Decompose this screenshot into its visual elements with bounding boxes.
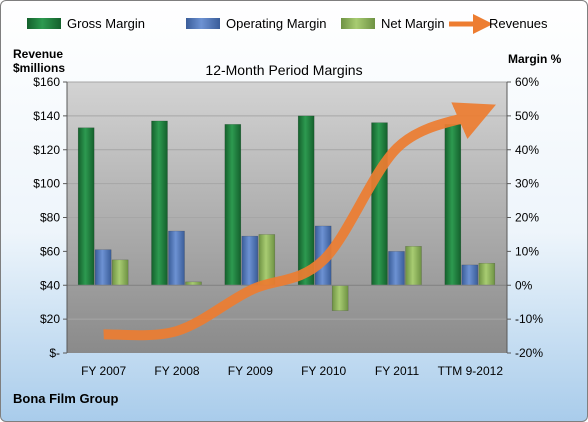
legend-operating-margin-label: Operating Margin [226, 16, 326, 31]
gross-margin-bar [444, 124, 462, 286]
legend-gross-margin-label: Gross Margin [67, 16, 145, 31]
net-margin-bar [331, 285, 349, 311]
right-axis-title: Margin % [508, 52, 562, 66]
right-tick-label: 30% [515, 177, 539, 191]
category-label: FY 2010 [301, 364, 346, 378]
revenue-line-group [103, 102, 496, 341]
gross-margin-bar [224, 124, 242, 286]
left-axis-title-line2: $millions [13, 61, 65, 75]
revenue-line [103, 102, 496, 341]
operating-margin-bar [461, 264, 479, 286]
operating-margin-bar [94, 249, 112, 286]
left-tick-label: $160 [33, 75, 60, 89]
right-tick-label: 40% [515, 143, 539, 157]
legend-revenues: Revenues [449, 14, 548, 34]
right-tick-label: -10% [515, 312, 543, 326]
gross-margin-bar [77, 127, 95, 286]
left-tick-label: $20 [40, 312, 60, 326]
bars [67, 115, 507, 311]
legend-gross-margin: Gross Margin [27, 16, 145, 31]
chart-title: 12-Month Period Margins [205, 62, 362, 78]
gross-margin-bar [371, 122, 388, 286]
operating-margin-bar [388, 251, 405, 286]
left-axis: $- $20 $40 $60 $80 $100 $120 $140 $160 [33, 75, 68, 360]
net-margin-bar [258, 234, 276, 286]
right-tick-label: -20% [515, 346, 543, 360]
legend: Gross Margin Operating Margin Net Margin… [27, 14, 548, 34]
left-axis-title-line1: Revenue [13, 47, 63, 61]
right-tick-label: 0% [515, 278, 533, 292]
left-tick-label: $- [49, 346, 60, 360]
right-axis: -20% -10% 0% 10% 20% 30% 40% 50% 60% [506, 75, 543, 360]
left-tick-label: $80 [40, 211, 60, 225]
gross-margin-bar [151, 120, 168, 286]
category-label: FY 2008 [154, 364, 199, 378]
left-tick-label: $100 [33, 177, 60, 191]
right-tick-label: 20% [515, 211, 539, 225]
category-label: TTM 9-2012 [438, 364, 504, 378]
net-margin-bar [405, 246, 422, 286]
legend-net-margin-label: Net Margin [381, 16, 445, 31]
operating-margin-bar [168, 230, 185, 286]
net-margin-bar [111, 259, 129, 286]
legend-operating-margin: Operating Margin [186, 16, 326, 31]
gross-margin-bar [297, 115, 315, 286]
left-tick-label: $60 [40, 244, 60, 258]
right-tick-label: 10% [515, 244, 539, 258]
net-margin-bar [185, 281, 202, 286]
category-label: FY 2007 [81, 364, 126, 378]
net-margin-bar [478, 262, 496, 286]
left-tick-label: $120 [33, 143, 60, 157]
legend-revenues-label: Revenues [489, 16, 548, 31]
category-label: FY 2009 [228, 364, 273, 378]
company-name: Bona Film Group [13, 391, 119, 406]
operating-margin-bar [241, 235, 259, 286]
category-axis: FY 2007 FY 2008 FY 2009 FY 2010 FY 2011 TTM 9… [81, 364, 503, 378]
right-tick-label: 60% [515, 75, 539, 89]
category-label: FY 2011 [375, 364, 420, 378]
left-tick-label: $40 [40, 278, 60, 292]
legend-net-margin: Net Margin [341, 16, 445, 31]
left-tick-label: $140 [33, 109, 60, 123]
right-tick-label: 50% [515, 109, 539, 123]
